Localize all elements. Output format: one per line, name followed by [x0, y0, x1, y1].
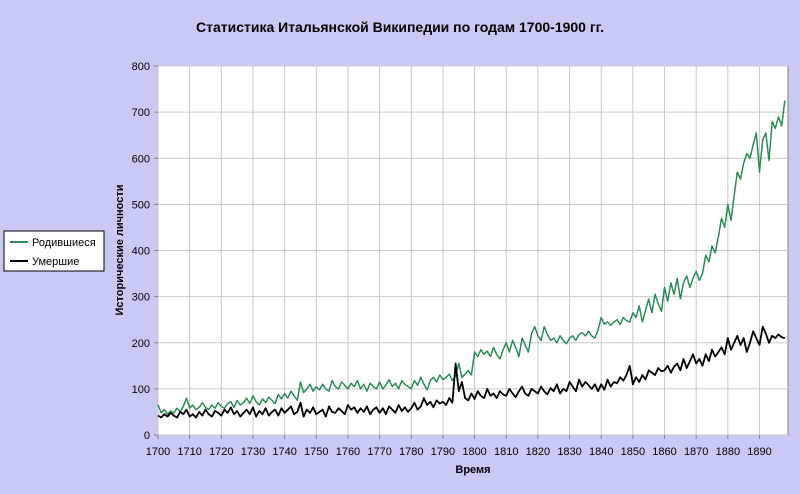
x-axis-label: Время — [455, 464, 490, 476]
x-tick-label: 1750 — [304, 446, 328, 458]
x-tick-label: 1850 — [621, 446, 645, 458]
series-line-died — [157, 325, 786, 419]
x-tick-label: 1770 — [367, 446, 391, 458]
x-tick-label: 1820 — [526, 446, 550, 458]
series-line-born — [157, 100, 786, 415]
x-tick-label: 1830 — [557, 446, 581, 458]
y-axis-label: Исторические личности — [114, 184, 126, 315]
series-lines — [157, 100, 786, 419]
y-tick-label: 500 — [132, 199, 150, 211]
y-tick-label: 100 — [132, 384, 150, 396]
x-tick-label: 1720 — [209, 446, 233, 458]
y-tick-label: 600 — [132, 153, 150, 165]
x-tick-label: 1790 — [431, 446, 455, 458]
x-tick-label: 1870 — [684, 446, 708, 458]
x-tick-label: 1800 — [462, 446, 486, 458]
x-tick-label: 1840 — [589, 446, 613, 458]
x-tick-label: 1880 — [716, 446, 740, 458]
legend-label-died: Умершие — [32, 256, 79, 268]
x-tick-label: 1780 — [399, 446, 423, 458]
y-tick-label: 800 — [132, 61, 150, 73]
y-tick-label: 400 — [132, 246, 150, 258]
legend-label-born: Родившиеся — [32, 237, 96, 249]
x-tick-label: 1700 — [146, 446, 170, 458]
gridlines — [157, 65, 788, 436]
x-tick-label: 1810 — [494, 446, 518, 458]
y-tick-label: 200 — [132, 338, 150, 350]
x-tick-label: 1730 — [241, 446, 265, 458]
chart-title: Статистика Итальянской Википедии по года… — [196, 19, 604, 35]
x-tick-label: 1740 — [272, 446, 296, 458]
x-tick-label: 1860 — [652, 446, 676, 458]
y-tick-label: 300 — [132, 292, 150, 304]
x-tick-label: 1760 — [336, 446, 360, 458]
y-tick-label: 0 — [144, 430, 150, 442]
x-tick-label: 1890 — [747, 446, 771, 458]
x-tick-label: 1710 — [177, 446, 201, 458]
axis-ticks: 1700 1710 1720 1730 1740 1750 1760 1770 1780 1790… — [132, 61, 772, 458]
y-tick-label: 700 — [132, 107, 150, 119]
legend: Родившиеся Умершие — [3, 230, 105, 272]
legend-box — [3, 230, 105, 272]
